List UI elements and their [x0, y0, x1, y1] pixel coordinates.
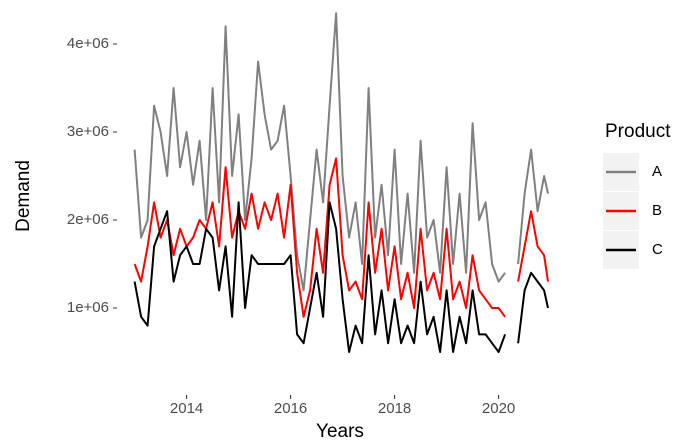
x-tick-label: 2018: [378, 400, 411, 417]
y-axis-title: Demand: [13, 160, 34, 232]
y-tick-label: 2e+06: [67, 211, 109, 228]
y-tick-label: 3e+06: [67, 123, 109, 140]
x-tick-label: 2014: [170, 400, 203, 417]
series-line: [133, 157, 549, 318]
x-tick-label: 2016: [274, 400, 307, 417]
legend-label: B: [652, 202, 662, 219]
series-line: [133, 12, 549, 292]
x-tick-label: 2020: [482, 400, 515, 417]
series-line: [133, 201, 549, 353]
y-tick-label: 1e+06: [67, 299, 109, 316]
y-tick-label: 4e+06: [67, 35, 109, 52]
x-axis-title: Years: [316, 421, 364, 442]
legend-title: Product: [605, 121, 671, 142]
legend-label: A: [652, 163, 662, 180]
legend-label: C: [652, 241, 663, 258]
